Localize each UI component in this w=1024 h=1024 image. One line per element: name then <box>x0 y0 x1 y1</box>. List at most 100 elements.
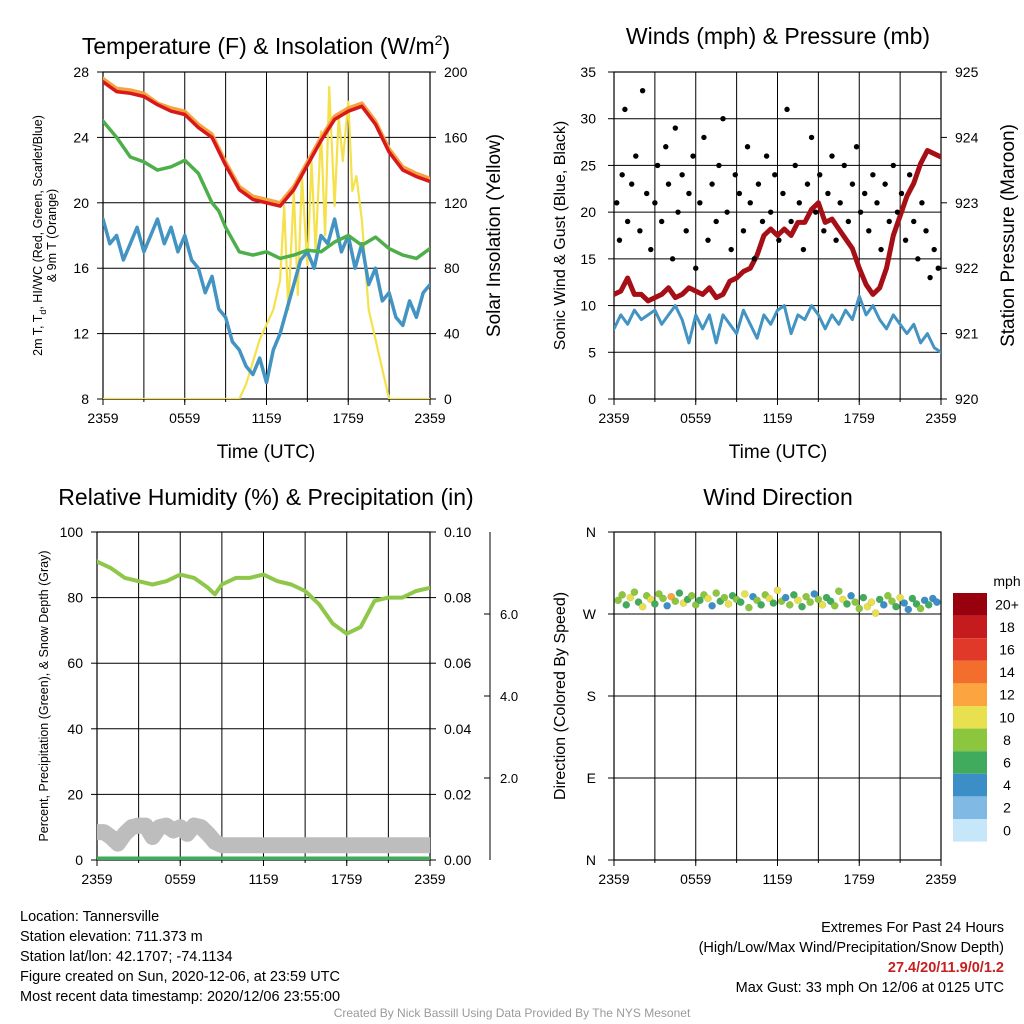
x-tick-label: 2359 <box>414 871 445 887</box>
x-tick-label: 1159 <box>251 410 281 426</box>
humidity-precipitation-chart: 2359 0559 1159 1759 2359 0 20 40 60 80 100 0.00 0.02… <box>37 484 518 887</box>
y-tick-label: 10 <box>580 298 596 314</box>
direction-point <box>847 591 855 600</box>
x-tick-label: 1759 <box>331 871 362 887</box>
direction-point <box>830 601 839 610</box>
gust-point <box>616 237 623 243</box>
direction-point <box>916 604 925 613</box>
y2-tick-label: 0.02 <box>444 786 471 802</box>
series-group <box>103 76 430 399</box>
y2-axis-label: Solar Insolation (Yellow) <box>484 134 505 337</box>
gust-point <box>622 106 628 113</box>
y-tick-label: 20 <box>67 786 83 802</box>
gust-point <box>736 190 743 197</box>
legend-label: 20+ <box>995 596 1019 612</box>
series-line <box>103 217 430 385</box>
y-tick-label: 0 <box>75 852 83 868</box>
gust-point <box>728 246 734 253</box>
location-text: Location: Tannersville <box>20 909 160 925</box>
y-tick-label: 5 <box>588 344 596 360</box>
gust-point <box>874 200 880 206</box>
gust-point <box>755 181 762 187</box>
direction-point <box>626 593 635 602</box>
gust-point <box>652 200 658 206</box>
x-tick-label: 1159 <box>248 871 278 887</box>
x-tick-label: 2359 <box>598 410 629 426</box>
gust-point <box>665 181 672 187</box>
direction-point <box>888 597 896 606</box>
gust-point <box>837 200 843 206</box>
gust-point <box>866 228 872 234</box>
gust-point <box>772 172 778 178</box>
gust-point <box>935 265 941 271</box>
gust-point <box>800 246 807 253</box>
extremes-title: Extremes For Past 24 Hours <box>821 920 1004 936</box>
gust-point <box>857 209 864 215</box>
y-tick-label: 24 <box>73 129 89 145</box>
gust-point <box>716 162 722 169</box>
series-line <box>614 294 941 354</box>
y-label-part: 2m T, T <box>31 314 45 356</box>
y-tick-label: 25 <box>580 157 596 173</box>
gust-point <box>759 218 766 225</box>
legend-swatch <box>953 638 987 661</box>
direction-point <box>659 594 667 603</box>
title-superscript: 2 <box>435 32 443 48</box>
gust-point <box>732 172 738 178</box>
gust-point <box>629 181 635 187</box>
direction-point <box>867 598 876 607</box>
series-line <box>97 817 430 854</box>
direction-point <box>785 601 794 609</box>
legend-label: 2 <box>1003 800 1011 816</box>
gust-point <box>658 218 665 225</box>
gust-point <box>894 209 901 215</box>
snow-tick-label: 6.0 <box>500 607 518 622</box>
legend-label: 18 <box>999 619 1015 635</box>
gust-point <box>817 172 823 178</box>
chart-title: Relative Humidity (%) & Precipitation (i… <box>58 484 473 510</box>
snow-tick-label: 2.0 <box>500 771 518 786</box>
direction-point <box>924 601 933 609</box>
y-tick-label: 60 <box>67 655 83 671</box>
direction-point <box>908 594 917 603</box>
y-label-subscript: d <box>38 310 48 315</box>
gust-point <box>683 228 689 234</box>
direction-point <box>871 609 880 617</box>
y2-tick-label: 921 <box>955 326 979 342</box>
series-group <box>614 87 941 354</box>
gust-point <box>923 228 929 234</box>
x-tick-label: 1159 <box>762 410 792 426</box>
x-tick-label: 2359 <box>925 410 956 426</box>
gust-point <box>701 134 707 141</box>
direction-point <box>896 593 904 602</box>
direction-point <box>798 602 806 611</box>
y-axis-label: Sonic Wind & Gust (Blue, Black) <box>552 121 569 350</box>
legend-swatch <box>953 728 987 752</box>
direction-point <box>708 601 716 610</box>
series-line <box>97 559 430 636</box>
y-tick-label: N <box>586 524 596 540</box>
direction-point <box>818 601 827 609</box>
x-tick-label: 1759 <box>844 871 875 887</box>
gust-point <box>931 246 937 253</box>
y2-axis-label: Station Pressure (Maroon) <box>998 124 1019 347</box>
gust-point <box>648 246 654 253</box>
gust-point <box>751 256 758 262</box>
direction-point <box>781 593 790 602</box>
credit-text: Created By Nick Bassill Using Data Provi… <box>333 1006 691 1020</box>
direction-point <box>790 591 798 599</box>
gust-point <box>633 153 639 159</box>
x-tick-label: 0559 <box>165 871 196 887</box>
title-close: ) <box>442 33 450 59</box>
legend-swatch <box>953 683 987 706</box>
gust-point <box>644 190 650 197</box>
gust-point <box>812 209 819 215</box>
direction-point <box>773 586 782 595</box>
direction-point <box>614 596 622 605</box>
y-tick-label: 20 <box>580 204 596 220</box>
x-tick-label: 0559 <box>169 410 200 426</box>
legend-swatch <box>953 796 987 819</box>
gust-point <box>690 153 696 159</box>
